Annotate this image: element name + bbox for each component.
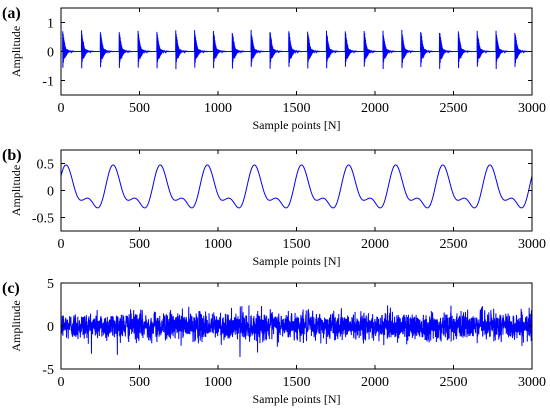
x-tick-label: 3000 [518, 101, 546, 116]
x-tick-label: 2000 [361, 375, 389, 390]
y-tick-label: 0.5 [37, 158, 55, 173]
x-axis-label: Sample points [N] [253, 118, 341, 132]
plot-frame [60, 149, 533, 232]
x-tick-label: 1000 [204, 237, 232, 252]
y-tick-label: 0 [47, 185, 54, 200]
y-tick-label: 1 [47, 17, 54, 32]
x-axis-label: Sample points [N] [253, 392, 341, 406]
x-tick-label: 3000 [518, 375, 546, 390]
x-tick-label: 3000 [518, 237, 546, 252]
y-tick-label: -1 [42, 75, 54, 90]
x-tick-label: 500 [129, 375, 150, 390]
x-tick-label: 0 [58, 101, 65, 116]
x-tick-label: 500 [129, 101, 150, 116]
panel-b: (b) 0 500 1000 1500 2000 2500 3000 -0.5 0 0.5 Sampl… [2, 147, 546, 268]
x-tick-label: 1000 [204, 375, 232, 390]
x-tick-label: 1000 [204, 101, 232, 116]
panel-label: (b) [2, 147, 22, 164]
panel-c: (c) 0 500 1000 1500 2000 2500 3000 -5 0 5 Sample po… [2, 277, 546, 406]
x-tick-label: 2000 [361, 101, 389, 116]
y-tick-label: 0 [47, 46, 54, 61]
x-tick-label: 0 [58, 237, 65, 252]
x-axis-label: Sample points [N] [253, 254, 341, 268]
x-tick-label: 1500 [283, 375, 311, 390]
panel-label: (c) [2, 280, 20, 297]
y-tick-label: -0.5 [32, 212, 54, 227]
x-tick-label: 1500 [283, 237, 311, 252]
y-tick-label: -5 [42, 363, 54, 378]
x-tick-label: 500 [129, 237, 150, 252]
x-tick-label: 1500 [283, 101, 311, 116]
panel-a: (a) 0 500 1000 1500 2000 2500 3000 -1 0 1 Sample po… [2, 5, 546, 132]
x-tick-label: 2500 [440, 375, 468, 390]
panel-label: (a) [2, 5, 21, 22]
y-axis-label: Amplitude [9, 165, 23, 216]
signal-trace [61, 29, 532, 70]
signal-trace [61, 305, 532, 357]
y-tick-label: 5 [47, 277, 54, 292]
x-tick-label: 0 [58, 375, 65, 390]
x-tick-label: 2000 [361, 237, 389, 252]
x-tick-label: 2500 [440, 101, 468, 116]
y-axis-label: Amplitude [9, 300, 23, 351]
y-axis-label: Amplitude [9, 26, 23, 77]
signal-trace [61, 164, 532, 209]
y-tick-label: 0 [47, 320, 54, 335]
x-tick-label: 2500 [440, 237, 468, 252]
